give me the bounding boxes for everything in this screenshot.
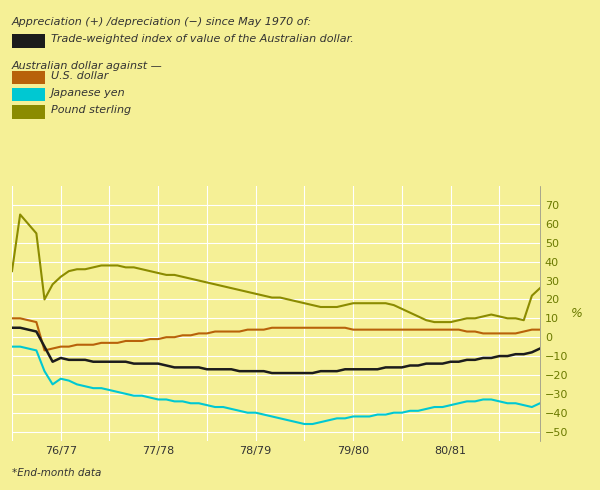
Text: Appreciation (+) /depreciation (−) since May 1970 of:: Appreciation (+) /depreciation (−) since…	[12, 17, 312, 27]
Text: *End-month data: *End-month data	[12, 468, 101, 478]
Text: Australian dollar against —: Australian dollar against —	[12, 61, 163, 71]
Text: Japanese yen: Japanese yen	[51, 88, 125, 98]
Text: U.S. dollar: U.S. dollar	[51, 71, 109, 81]
Y-axis label: %: %	[571, 307, 583, 320]
Text: Trade-weighted index of value of the Australian dollar.: Trade-weighted index of value of the Aus…	[51, 34, 354, 44]
Text: Pound sterling: Pound sterling	[51, 105, 131, 115]
